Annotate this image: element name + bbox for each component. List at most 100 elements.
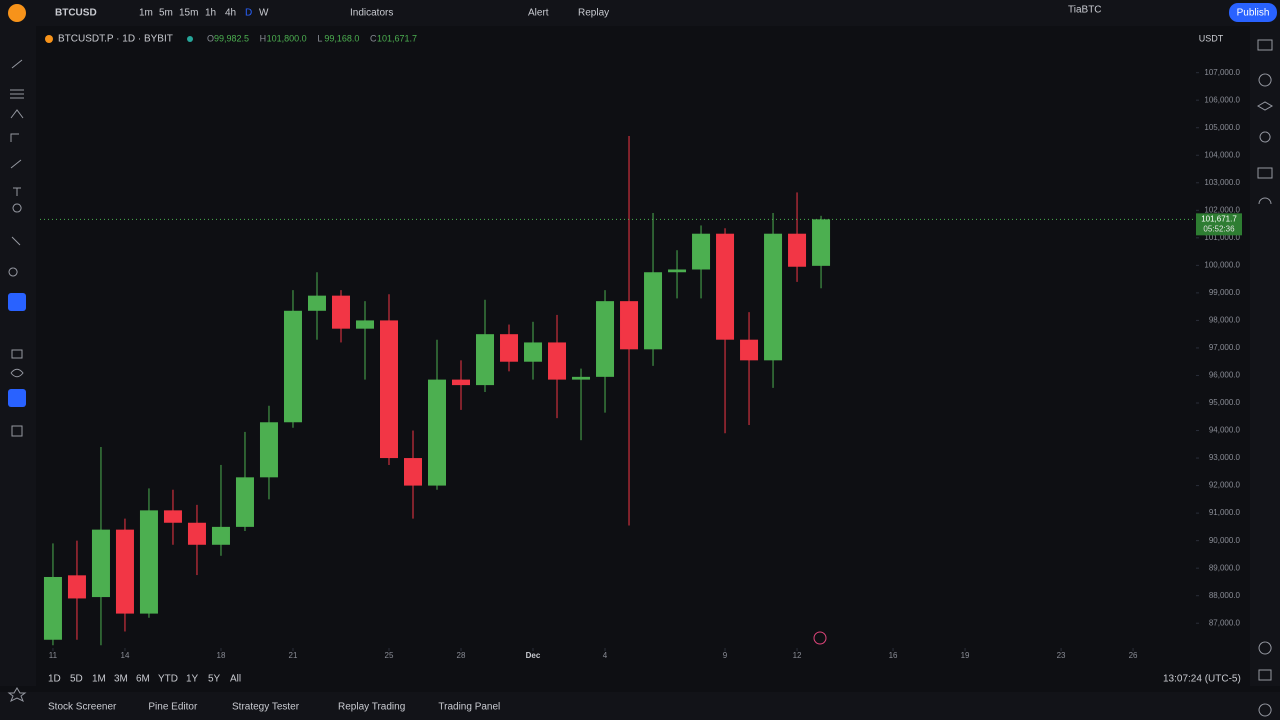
range-button[interactable]: 1M: [92, 674, 106, 685]
indicators-button[interactable]: Indicators: [350, 8, 393, 19]
range-button[interactable]: All: [230, 674, 241, 685]
link-tool[interactable]: [8, 389, 26, 407]
y-tick-label: 97,000.0: [1209, 343, 1241, 352]
y-tick-label: 99,000.0: [1209, 288, 1241, 297]
x-tick-label: 26: [1129, 651, 1138, 660]
bottom-tab[interactable]: Pine Editor: [148, 702, 198, 713]
range-button[interactable]: 5Y: [208, 674, 221, 685]
y-tick-label: 93,000.0: [1209, 453, 1241, 462]
price-tag-label: 101,671.7: [1201, 214, 1237, 223]
candle-body: [331, 295, 350, 329]
interval-button[interactable]: W: [259, 8, 269, 19]
range-button[interactable]: 5D: [70, 674, 83, 685]
y-tick-label: 89,000.0: [1209, 563, 1241, 572]
y-tick-label: 98,000.0: [1209, 316, 1241, 325]
x-tick-label: 19: [961, 651, 970, 660]
interval-button[interactable]: 15m: [179, 8, 198, 19]
x-tick-label: 12: [793, 651, 802, 660]
range-button[interactable]: YTD: [158, 674, 178, 685]
candle-body: [379, 320, 398, 459]
y-tick-label: 106,000.0: [1204, 95, 1240, 104]
alert-button[interactable]: Alert: [528, 8, 549, 19]
candle-body: [187, 522, 206, 545]
candle-body: [259, 422, 278, 478]
range-button[interactable]: 1D: [48, 674, 61, 685]
publish-label[interactable]: Publish: [1237, 8, 1270, 19]
x-tick-label: 14: [121, 651, 130, 660]
market-status: [187, 36, 193, 42]
replay-button[interactable]: Replay: [578, 8, 609, 19]
interval-button[interactable]: 1m: [139, 8, 153, 19]
symbol-icon: [45, 35, 53, 43]
candle-body: [307, 295, 326, 311]
x-tick-label: Dec: [526, 651, 541, 660]
bottom-tab[interactable]: Strategy Tester: [232, 702, 300, 713]
interval-button[interactable]: 1h: [205, 8, 216, 19]
candle-body: [668, 269, 687, 273]
candle-body: [596, 301, 615, 377]
interval-button[interactable]: D: [245, 8, 252, 19]
y-tick-label: 107,000.0: [1204, 68, 1240, 77]
ohlc-key: O: [207, 33, 214, 43]
x-tick-label: 23: [1057, 651, 1066, 660]
candle-body: [283, 310, 302, 423]
ohlc-key: H: [260, 33, 267, 43]
clock: 13:07:24 (UTC-5): [1163, 674, 1241, 685]
bottom-bar: [0, 692, 1280, 720]
candle-body: [572, 376, 591, 380]
countdown: 05:52:36: [1203, 224, 1235, 233]
avatar: [8, 4, 26, 22]
ohlc-value: 101,800.0: [267, 33, 307, 43]
candle-body: [67, 575, 86, 599]
bottom-tab[interactable]: Replay Trading: [338, 702, 405, 713]
symbol[interactable]: BTCUSD: [55, 8, 97, 19]
interval-button[interactable]: 4h: [225, 8, 236, 19]
bottom-tab[interactable]: Trading Panel: [438, 702, 500, 713]
y-tick-label: 96,000.0: [1209, 371, 1241, 380]
candle-body: [740, 339, 759, 361]
x-tick-label: 4: [603, 651, 608, 660]
candle-body: [428, 379, 447, 486]
y-tick-label: 105,000.0: [1204, 123, 1240, 132]
y-tick-label: 87,000.0: [1209, 618, 1241, 627]
x-tick-label: 16: [889, 651, 898, 660]
candle-body: [764, 233, 783, 361]
y-tick-label: 104,000.0: [1204, 150, 1240, 159]
candle-body: [235, 477, 254, 527]
candle-body: [403, 458, 422, 486]
x-tick-label: 21: [289, 651, 298, 660]
y-tick-label: 95,000.0: [1209, 398, 1241, 407]
x-tick-label: 28: [457, 651, 466, 660]
range-button[interactable]: 3M: [114, 674, 128, 685]
ohlc-value: 99,168.0: [324, 33, 359, 43]
y-tick-label: 103,000.0: [1204, 178, 1240, 187]
account-name[interactable]: TiaBTC: [1068, 5, 1102, 16]
tool-icons: [7, 39, 1274, 717]
magnet-tool[interactable]: [8, 293, 26, 311]
x-tick-label: 18: [217, 651, 226, 660]
candle-body: [452, 379, 471, 386]
range-button[interactable]: 6M: [136, 674, 150, 685]
candle-body: [548, 342, 567, 380]
candle-body: [524, 342, 543, 362]
candle-body: [620, 301, 639, 350]
candle-body: [692, 233, 711, 270]
range-button[interactable]: 1Y: [186, 674, 199, 685]
x-tick-label: 25: [385, 651, 394, 660]
y-tick-label: 92,000.0: [1209, 481, 1241, 490]
candle-body: [91, 529, 110, 598]
events-marker[interactable]: [813, 631, 827, 645]
y-tick-label: 91,000.0: [1209, 508, 1241, 517]
currency[interactable]: USDT: [1199, 33, 1224, 43]
top-bar: [0, 0, 1280, 26]
bottom-tab[interactable]: Stock Screener: [48, 702, 117, 713]
candle-body: [211, 526, 230, 545]
candle-body: [139, 510, 158, 614]
y-tick-label: 102,000.0: [1204, 205, 1240, 214]
candle-body: [476, 334, 495, 386]
interval-button[interactable]: 5m: [159, 8, 173, 19]
price-tag: [1196, 213, 1242, 236]
publish-button[interactable]: [1229, 3, 1277, 22]
